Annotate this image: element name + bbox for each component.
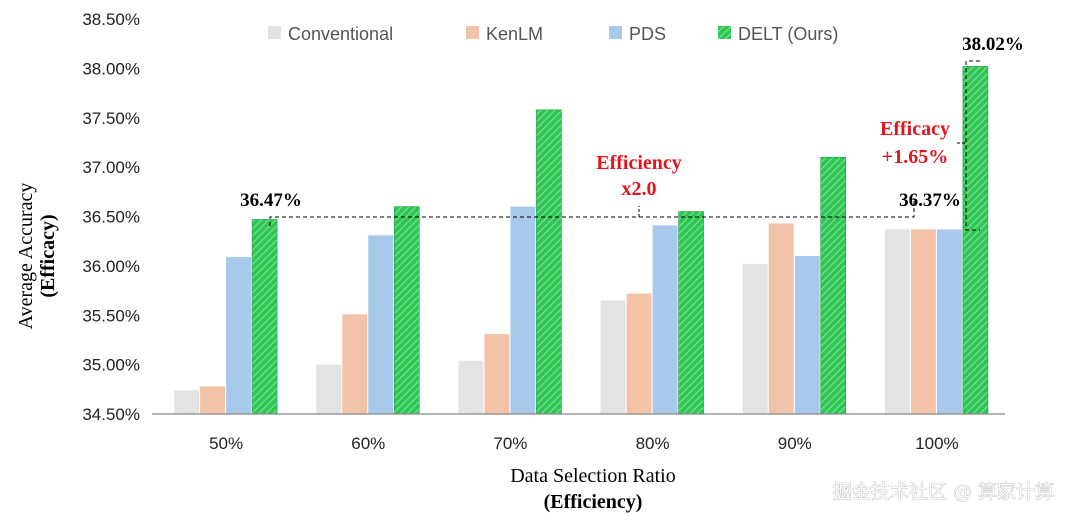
bar [458,360,484,414]
legend-swatch [718,26,731,39]
bar [652,225,678,414]
bar [368,235,394,414]
annotation-100-base-value: 36.37% [899,190,961,211]
x-tick-label: 90% [778,434,812,453]
bar [393,206,420,415]
legend-label: DELT (Ours) [738,24,838,44]
legend: Conventional KenLM PDS DELT (Ours) [268,24,838,44]
legend-swatch [466,26,479,39]
bar [884,229,910,414]
bar [794,256,820,414]
bar [536,109,562,415]
bar [484,334,510,414]
y-tick-label: 35.50% [82,306,140,325]
legend-label: PDS [629,24,666,44]
bar [200,386,226,414]
x-axis-subtitle: (Efficiency) [544,491,643,513]
bar [342,314,368,414]
bar [742,263,768,414]
y-tick-label: 36.00% [82,257,140,276]
legend-label: Conventional [288,24,393,44]
legend-swatch [268,26,281,39]
bar [768,223,794,414]
bar [936,229,962,414]
efficacy-value: +1.65% [882,146,948,168]
bar [226,256,252,414]
legend-label: KenLM [486,24,543,44]
bar [678,211,704,415]
x-tick-label: 80% [636,434,670,453]
bar [820,156,847,415]
x-tick-label: 50% [209,434,243,453]
y-tick-label: 37.50% [82,109,140,128]
y-tick-label: 38.50% [82,10,140,29]
bars [174,66,989,415]
bar [600,300,626,414]
efficiency-bracket [269,200,915,226]
x-axis-title: Data Selection Ratio [510,465,676,487]
annotation-100-top-value: 38.02% [962,34,1024,55]
y-tick-label: 37.00% [82,158,140,177]
x-axis-ticks: 50% 60% 70% 80% 90% 100% [209,434,959,453]
efficacy-label: Efficacy [880,118,950,140]
y-axis-subtitle: (Efficacy) [37,214,59,297]
legend-swatch [609,26,622,39]
bar [316,364,342,414]
y-axis-title: Average Accuracy [15,183,37,330]
efficacy-bracket [965,60,980,231]
y-tick-label: 36.50% [82,208,140,227]
watermark: 掘金技术社区 @ 算家计算 [833,481,1054,503]
y-tick-label: 38.00% [82,59,140,78]
efficiency-value: x2.0 [622,178,657,200]
bar [174,390,200,414]
x-tick-label: 100% [915,434,958,453]
y-axis-ticks: 34.50% 35.00% 35.50% 36.00% 36.50% 37.00% 37.5… [82,10,140,424]
bar [962,66,989,415]
y-tick-label: 35.00% [82,356,140,375]
bar [910,229,936,414]
y-tick-label: 34.50% [82,405,140,424]
bar [510,206,536,414]
x-tick-label: 70% [493,434,527,453]
efficiency-label: Efficiency [596,152,682,174]
bar [626,293,652,414]
x-tick-label: 60% [351,434,385,453]
annotation-50-value: 36.47% [240,190,302,211]
bar [251,219,278,415]
